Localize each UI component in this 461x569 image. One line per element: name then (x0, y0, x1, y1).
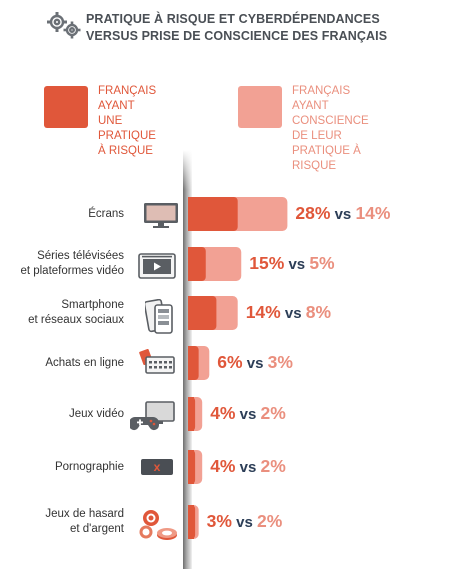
bar-aware-edge-0 (188, 197, 194, 231)
bar-aware-edge-3 (188, 346, 194, 380)
svg-text:X: X (154, 464, 161, 474)
vs-label: vs (235, 406, 261, 423)
value-label-group: 28% vs 14% (295, 203, 390, 224)
vs-label: vs (231, 514, 257, 531)
category-label: Achats en ligne (45, 356, 124, 369)
chart-header: PRATIQUE À RISQUE ET CYBERDÉPENDANCES VE… (44, 10, 454, 50)
bar-aware-edge-2 (188, 296, 194, 330)
monitor-icon (142, 201, 180, 234)
tv-play-icon (138, 253, 176, 286)
value-label-risk: 4% (210, 456, 236, 476)
category-label: Jeux vidéo (69, 407, 124, 420)
value-label-risk: 3% (206, 511, 232, 531)
bar-aware-edge-5 (188, 450, 194, 484)
value-label-group: 4% vs 2% (210, 456, 286, 477)
vs-label: vs (280, 305, 306, 322)
value-label-group: 6% vs 3% (217, 352, 293, 373)
value-label-aware: 8% (305, 302, 332, 322)
value-label-aware: 2% (260, 456, 286, 476)
value-label-aware: 3% (267, 352, 293, 372)
chart-title-line-2: VERSUS PRISE DE CONSCIENCE DES FRANÇAIS (86, 29, 388, 43)
bar-baseline-rod-fade (160, 150, 200, 190)
value-label-risk: 6% (217, 352, 243, 372)
legend-label-aware: FRANÇAIS AYANT CONSCIENCE DE LEUR PRATIQ… (292, 85, 369, 172)
value-label-risk: 15% (249, 253, 285, 273)
gears-icon (47, 12, 81, 39)
bar-aware-2 (188, 296, 217, 330)
category-label: Smartphone et réseaux sociaux (28, 299, 124, 326)
value-label-group: 14% vs 8% (246, 302, 331, 323)
value-label-risk: 4% (210, 403, 236, 423)
bar-aware-edge-6 (188, 505, 194, 539)
vs-label: vs (330, 206, 356, 223)
legend-label-risk: FRANÇAIS AYANT UNE PRATIQUE À RISQUE (98, 85, 157, 157)
category-label: Jeux de hasard et d'argent (45, 508, 124, 535)
value-label-aware: 2% (256, 511, 283, 531)
bar-aware-edge-4 (188, 397, 194, 431)
category-label: Pornographie (54, 460, 124, 473)
adult-content-icon: X (140, 456, 174, 483)
value-label-group: 3% vs 2% (207, 511, 283, 532)
value-label-aware: 14% (355, 203, 391, 223)
value-label-risk: 14% (245, 302, 281, 322)
chart-title-line-1: PRATIQUE À RISQUE ET CYBERDÉPENDANCES (86, 12, 380, 26)
bar-baseline-rod (183, 150, 192, 569)
bar-aware-edge-1 (188, 247, 194, 281)
value-label-aware: 2% (260, 403, 286, 423)
value-label-aware: 5% (309, 253, 335, 273)
legend-swatch-risk (44, 86, 88, 128)
shopping-card-icon (138, 348, 176, 380)
value-label-group: 4% vs 2% (210, 403, 286, 424)
value-label-risk: 28% (295, 203, 331, 223)
value-label-group: 15% vs 5% (249, 253, 334, 274)
vs-label: vs (242, 355, 268, 372)
category-label: Séries télévisées et plateformes vidéo (20, 250, 124, 277)
legend-swatch-aware (238, 86, 282, 128)
vs-label: vs (235, 459, 261, 476)
smartphone-icon (143, 298, 175, 340)
gamepad-monitor-icon (129, 401, 176, 438)
category-label: Écrans (88, 207, 124, 220)
vs-label: vs (284, 256, 310, 273)
bar-aware-0 (188, 197, 238, 231)
casino-chips-icon (137, 508, 179, 547)
